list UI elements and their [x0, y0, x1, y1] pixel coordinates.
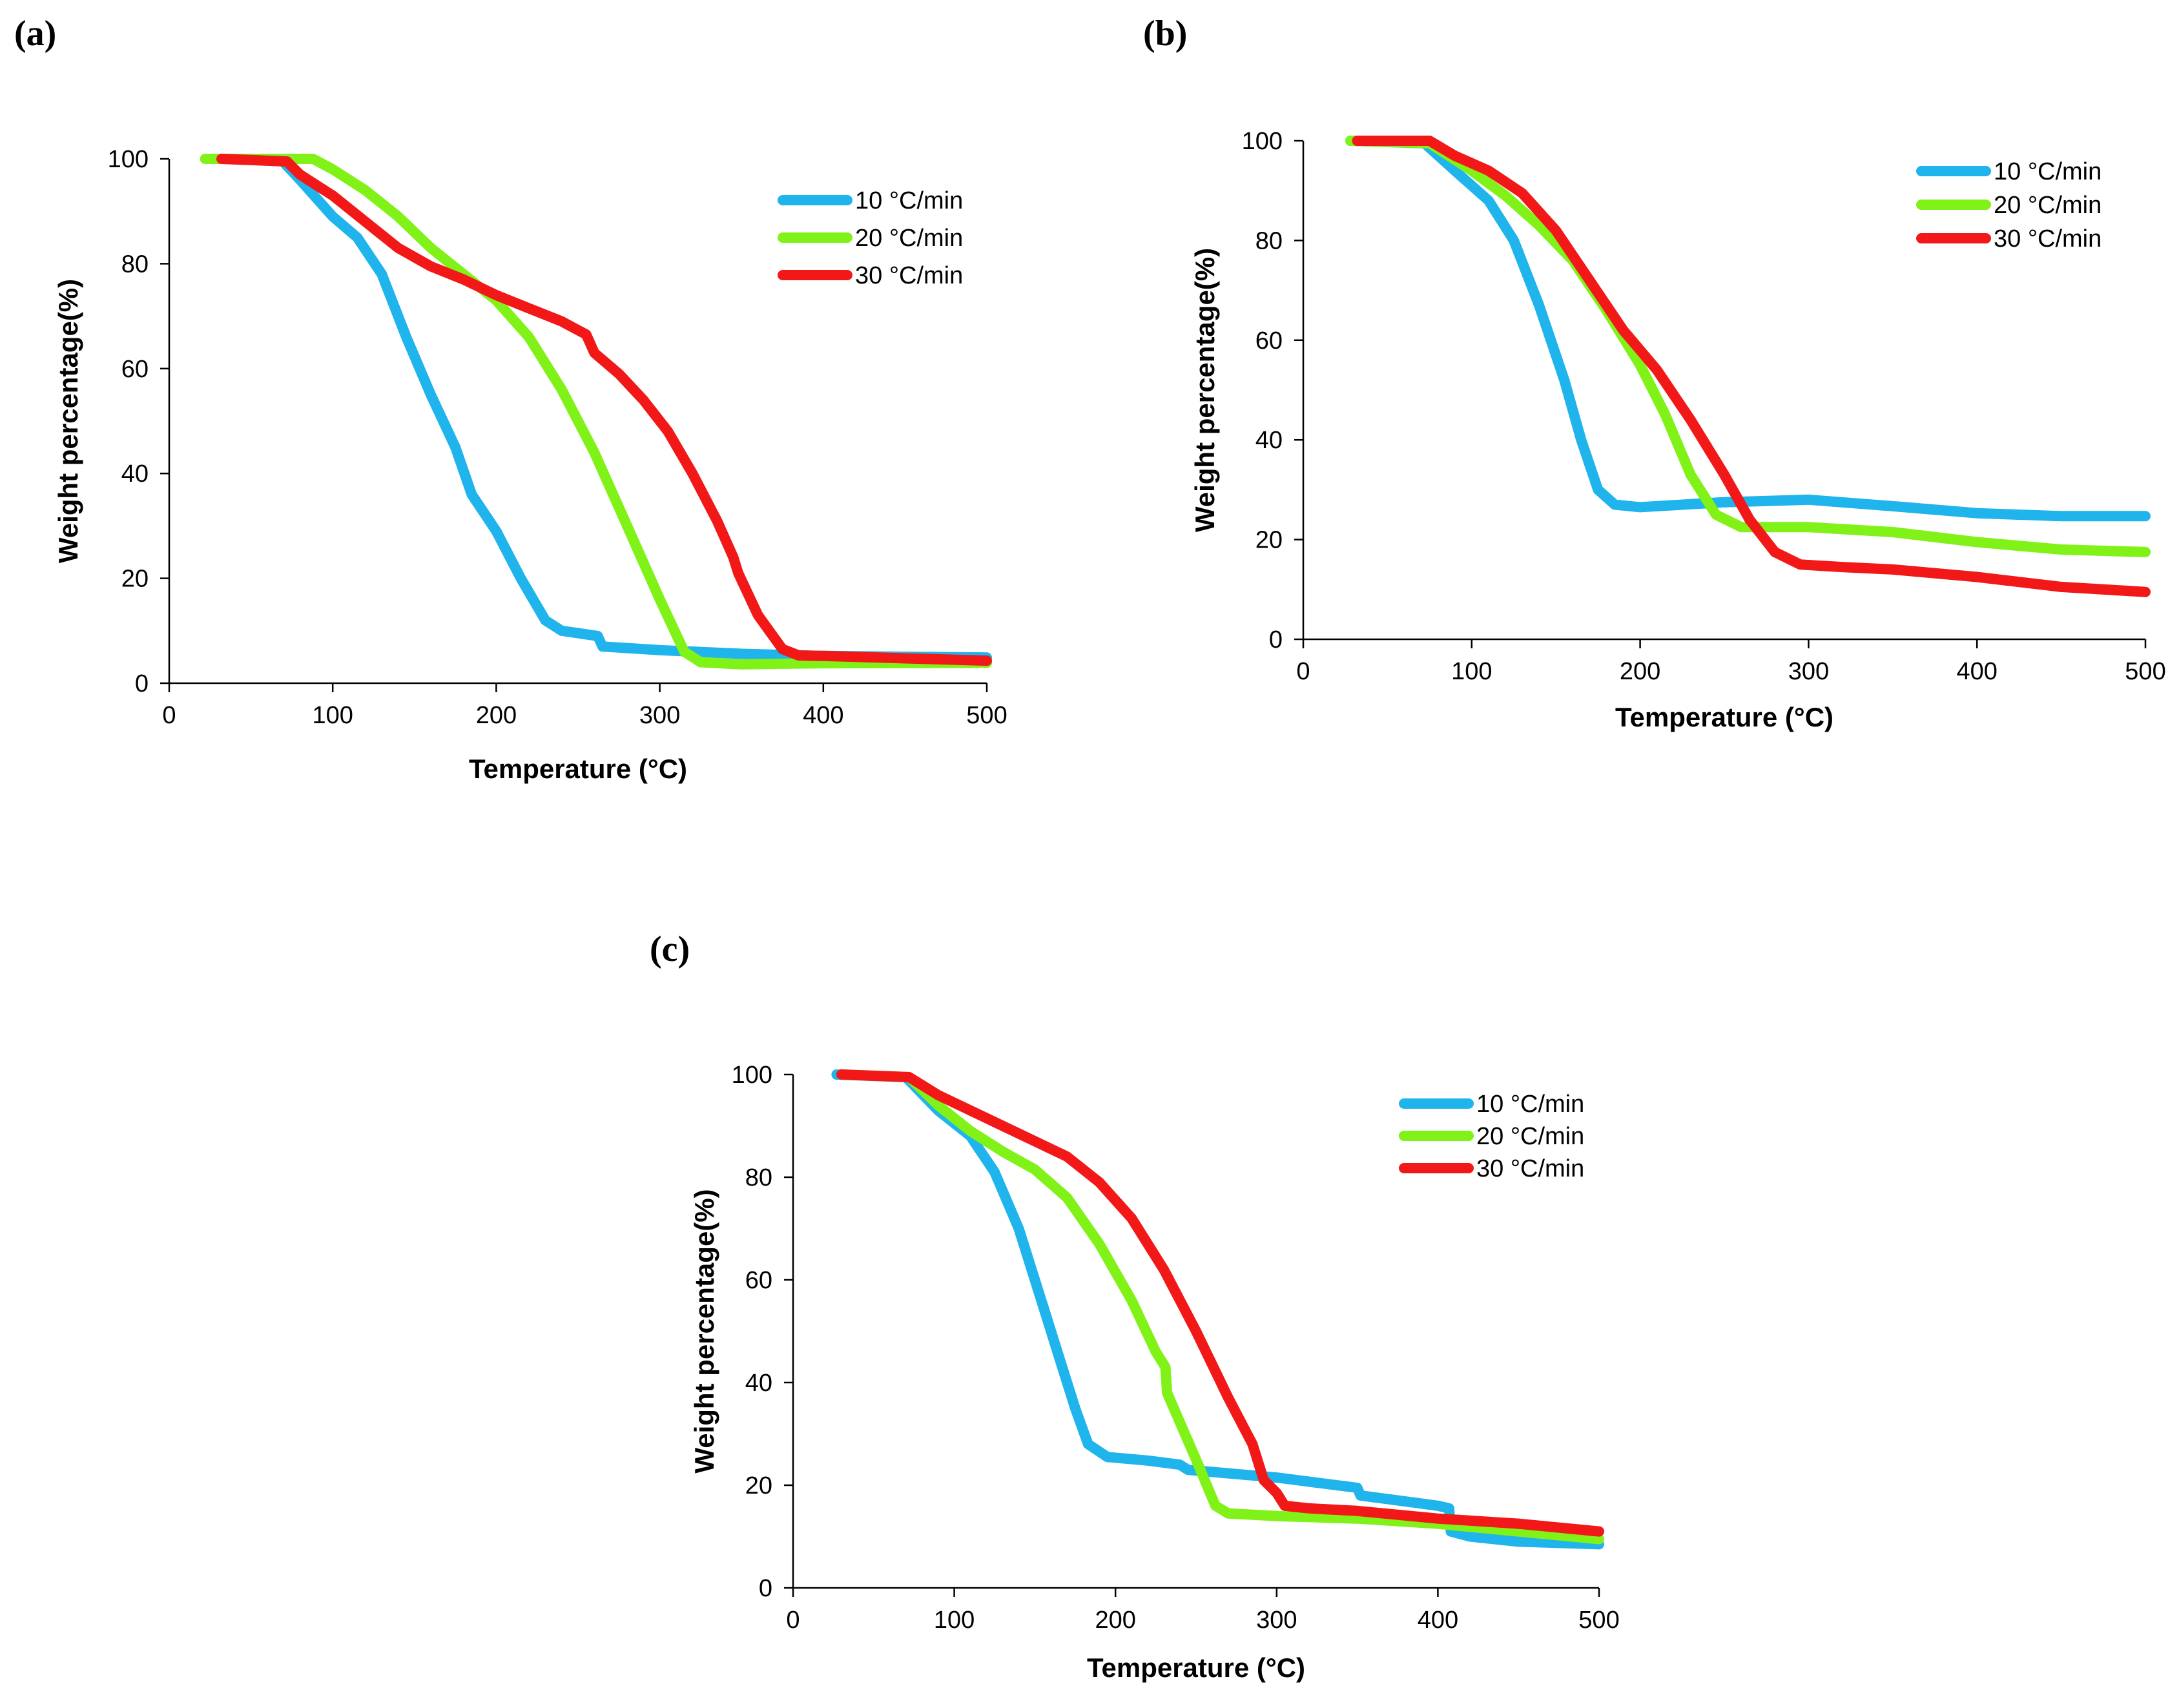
x-tick-label: 500	[966, 702, 1007, 729]
legend-label: 10 °C/min	[1994, 158, 2102, 185]
y-tick-label: 20	[121, 566, 149, 593]
legend-label: 30 °C/min	[1994, 225, 2102, 252]
y-tick-label: 80	[1255, 227, 1283, 254]
y-tick-label: 60	[1255, 327, 1283, 355]
x-tick-label: 200	[1095, 1607, 1135, 1634]
series-line-10-c-min	[275, 154, 992, 663]
x-tick-label: 100	[934, 1607, 975, 1634]
legend-label: 10 °C/min	[1476, 1091, 1584, 1118]
x-axis-title: Temperature (°C)	[1087, 1652, 1305, 1683]
y-axis-title: Weight percentage(%)	[53, 279, 83, 563]
series-line-20-c-min	[1345, 136, 2151, 557]
panel-label: (c)	[650, 929, 690, 969]
legend-label: 20 °C/min	[855, 225, 963, 252]
x-axis-title: Temperature (°C)	[1615, 702, 1833, 732]
panel-label: (a)	[14, 14, 56, 54]
y-tick-label: 60	[121, 356, 149, 383]
y-tick-label: 40	[745, 1370, 772, 1397]
panel-label: (b)	[1143, 14, 1187, 54]
legend-label: 10 °C/min	[855, 187, 963, 214]
y-tick-label: 80	[745, 1164, 772, 1191]
series-line-20-c-min	[200, 154, 992, 670]
y-tick-label: 20	[745, 1472, 772, 1499]
series-line-30-c-min	[836, 1069, 1604, 1537]
x-tick-label: 200	[476, 702, 517, 729]
series-line-30-c-min	[216, 154, 992, 666]
x-tick-label: 0	[1296, 658, 1310, 685]
x-tick-label: 100	[312, 702, 353, 729]
y-tick-label: 40	[121, 460, 149, 488]
legend-label: 20 °C/min	[1994, 192, 2102, 219]
y-tick-label: 60	[745, 1267, 772, 1294]
y-tick-label: 0	[135, 670, 149, 697]
y-tick-label: 80	[121, 251, 149, 278]
y-tick-label: 100	[732, 1062, 772, 1089]
x-axis-title: Temperature (°C)	[469, 754, 687, 784]
x-tick-label: 500	[2125, 658, 2165, 685]
y-tick-label: 0	[759, 1575, 772, 1602]
x-tick-label: 400	[1956, 658, 1997, 685]
chart-panel-1: (b) 0 20 40 60 80 100 0 100 200 300 400 500 Temperatu…	[1143, 14, 2166, 732]
x-tick-label: 0	[786, 1607, 800, 1634]
legend-label: 30 °C/min	[1476, 1155, 1584, 1182]
y-tick-label: 100	[108, 146, 149, 173]
x-tick-label: 300	[1256, 1607, 1297, 1634]
series-line-30-c-min	[1352, 136, 2151, 597]
x-tick-label: 200	[1620, 658, 1660, 685]
y-tick-label: 0	[1269, 626, 1283, 653]
x-tick-label: 400	[803, 702, 843, 729]
y-tick-label: 20	[1255, 527, 1283, 554]
series-line-10-c-min	[1345, 136, 2151, 522]
series-line-20-c-min	[836, 1069, 1604, 1545]
chart-panel-0: (a) 0 20 40 60 80 100 0 100 200 300 400 500 Temperatu…	[14, 14, 1007, 784]
y-tick-label: 40	[1255, 427, 1283, 454]
legend-label: 20 °C/min	[1476, 1123, 1584, 1150]
y-axis-title: Weight percentage(%)	[1190, 248, 1220, 532]
x-tick-label: 0	[162, 702, 176, 729]
x-tick-label: 400	[1418, 1607, 1458, 1634]
y-axis-title: Weight percentage(%)	[689, 1189, 719, 1473]
x-tick-label: 500	[1578, 1607, 1619, 1634]
x-tick-label: 300	[1788, 658, 1829, 685]
y-tick-label: 100	[1242, 128, 1283, 155]
x-tick-label: 300	[639, 702, 680, 729]
chart-panel-2: (c) 0 20 40 60 80 100 0 100 200 300 400 500 Temperatu…	[650, 929, 1620, 1683]
x-tick-label: 100	[1451, 658, 1492, 685]
legend-label: 30 °C/min	[855, 262, 963, 289]
